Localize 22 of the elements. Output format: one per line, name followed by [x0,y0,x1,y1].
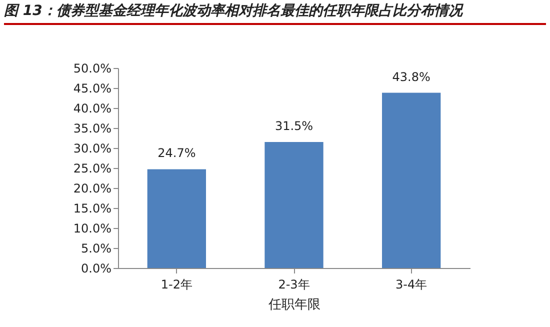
y-tick-label: 30.0% [73,142,112,156]
x-tick-label: 3-4年 [396,278,428,292]
bar [147,169,206,268]
y-tick-label: 5.0% [81,242,112,256]
bar [382,92,441,268]
y-tick-label: 20.0% [73,182,112,196]
x-axis-title: 任职年限 [268,298,320,312]
chart-title: 图 13：债券型基金经理年化波动率相对排名最佳的任职年限占比分布情况 [4,2,546,25]
bar [264,142,324,268]
y-tick-label: 45.0% [73,82,112,96]
y-tick-label: 0.0% [81,262,112,276]
data-label: 43.8% [392,70,430,84]
x-tick-label: 2-3年 [278,278,310,292]
y-tick-label: 50.0% [73,62,112,76]
y-tick-label: 40.0% [73,102,112,116]
y-tick-label: 15.0% [73,202,112,216]
x-tick-label: 1-2年 [160,278,192,292]
y-tick-label: 10.0% [73,222,112,236]
data-label: 24.7% [158,146,196,160]
y-tick-label: 25.0% [73,162,112,176]
data-label: 31.5% [274,119,314,133]
y-tick-label: 35.0% [73,122,112,136]
